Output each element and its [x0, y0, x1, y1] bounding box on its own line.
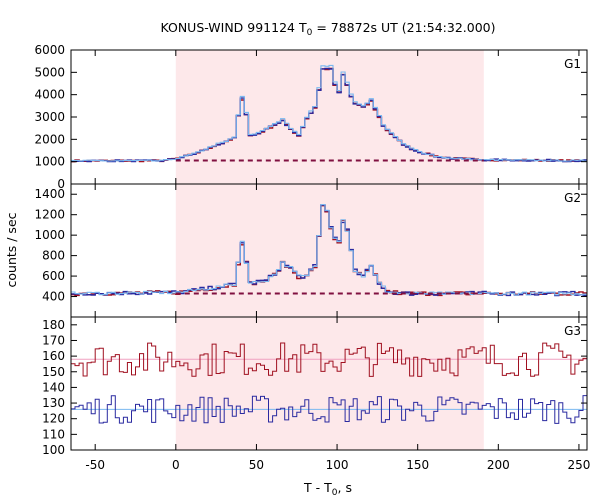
series-group: [71, 342, 587, 424]
shaded-interval: [175, 317, 484, 450]
series-dark-red: [71, 342, 587, 377]
y-tick-label: 5000: [34, 65, 65, 79]
series-light-blue: [71, 64, 587, 162]
x-tick-label: 0: [172, 458, 180, 472]
x-axis-title-rest: , s: [338, 480, 352, 495]
panel-frame: [70, 316, 588, 451]
y-tick-label: 180: [42, 318, 65, 332]
x-tick-label: 50: [249, 458, 264, 472]
x-tick-label: 250: [567, 458, 590, 472]
y-tick-label: 110: [42, 427, 65, 441]
series-group: [71, 204, 587, 297]
y-tick-label: 150: [42, 365, 65, 379]
x-tick-label: 150: [406, 458, 429, 472]
y-tick-label: 130: [42, 396, 65, 410]
panels: 0100020003000400050006000G14006008001000…: [34, 43, 590, 472]
panel-label-g2: G2: [564, 191, 581, 205]
y-tick-label: 170: [42, 333, 65, 347]
y-tick-label: 600: [42, 269, 65, 283]
series-navy: [71, 67, 587, 163]
y-tick-label: 6000: [34, 43, 65, 57]
x-tick-label: 100: [326, 458, 349, 472]
y-tick-label: 800: [42, 249, 65, 263]
y-tick-label: 400: [42, 290, 65, 304]
x-tick-label: 200: [487, 458, 510, 472]
y-tick-label: 0: [57, 177, 65, 191]
x-axis-title-main: T - T: [303, 480, 332, 495]
y-tick-label: 100: [42, 443, 65, 457]
y-tick-label: 3000: [34, 110, 65, 124]
panel-g1: 0 1000 2000 3000 4000 5000 6000 G1: [34, 43, 588, 191]
chart-title: KONUS-WIND 991124 T0 = 78872s UT (21:54:…: [160, 20, 495, 38]
series-light-blue: [71, 204, 587, 296]
series-dark-red: [71, 205, 587, 297]
x-axis-title: T - T0, s: [303, 480, 352, 498]
shaded-interval: [175, 184, 484, 317]
y-tick-label: 160: [42, 349, 65, 363]
x-tick-labels: -50 0 50 100 150 200 250: [85, 458, 590, 472]
panel-g2: 400 600 800 1000 1200 1400 G2: [34, 183, 588, 318]
series-navy: [71, 395, 587, 424]
chart-title-sub: 0: [307, 28, 313, 38]
y-tick-label: 1000: [34, 155, 65, 169]
y-tick-label: 4000: [34, 88, 65, 102]
y-tick-label: 1200: [34, 208, 65, 222]
panel-label-g3: G3: [564, 324, 581, 338]
series-group: [71, 64, 587, 163]
x-axis-title-sub: 0: [332, 488, 338, 498]
y-tick-label: 120: [42, 412, 65, 426]
chart-title-rest: = 78872s UT (21:54:32.000): [312, 20, 495, 35]
y-tick-label: 1000: [34, 228, 65, 242]
y-tick-label: 1400: [34, 187, 65, 201]
x-tick-label: -50: [85, 458, 105, 472]
shaded-interval: [175, 50, 484, 184]
y-tick-label: 140: [42, 380, 65, 394]
y-axis-title: counts / sec: [4, 212, 19, 287]
chart-title-main: KONUS-WIND 991124 T: [160, 20, 306, 35]
panel-label-g1: G1: [564, 57, 581, 71]
y-tick-label: 2000: [34, 132, 65, 146]
